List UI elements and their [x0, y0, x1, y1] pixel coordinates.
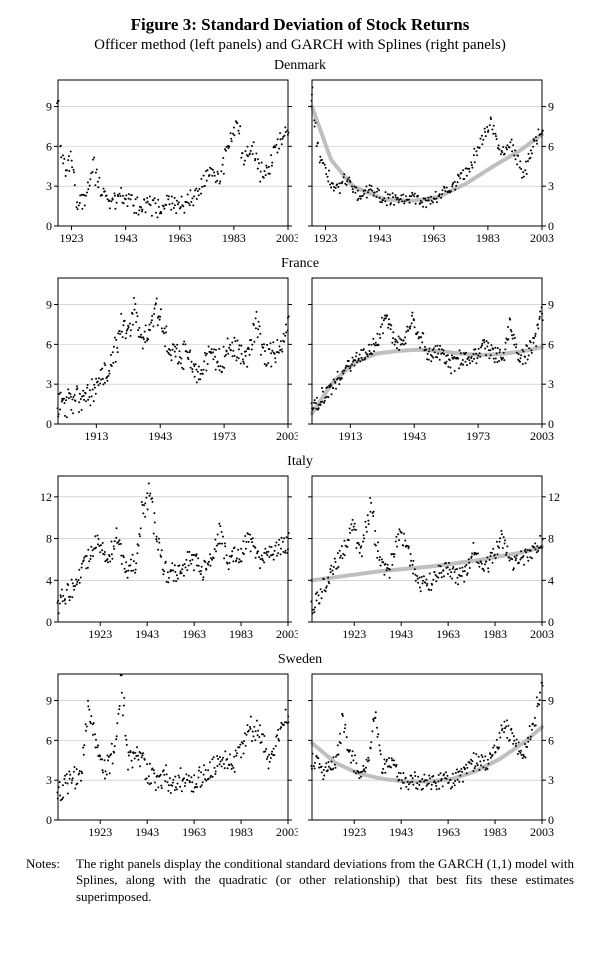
svg-text:1923: 1923 — [342, 825, 366, 839]
svg-text:2003: 2003 — [276, 231, 298, 245]
panel-row: 0481219231943196319832003048121923194319… — [20, 470, 580, 650]
svg-text:1943: 1943 — [389, 627, 413, 641]
svg-text:0: 0 — [46, 813, 52, 827]
svg-text:1943: 1943 — [389, 825, 413, 839]
svg-text:1923: 1923 — [314, 231, 338, 245]
svg-text:0: 0 — [46, 615, 52, 629]
svg-text:1983: 1983 — [483, 627, 507, 641]
svg-text:6: 6 — [46, 139, 52, 153]
svg-text:0: 0 — [46, 219, 52, 233]
panel-left: 0 3 6 9 1923 1943 1963 1983 2003 — [30, 668, 298, 848]
svg-text:2003: 2003 — [276, 825, 298, 839]
svg-text:2003: 2003 — [530, 627, 554, 641]
svg-text:1963: 1963 — [182, 825, 206, 839]
svg-text:8: 8 — [46, 532, 52, 546]
svg-text:1983: 1983 — [476, 231, 500, 245]
svg-text:1963: 1963 — [422, 231, 446, 245]
svg-text:1983: 1983 — [222, 231, 246, 245]
svg-text:6: 6 — [46, 337, 52, 351]
panel-left: 0 4 8 12 1923 1943 1963 1983 2003 — [30, 470, 298, 650]
svg-text:6: 6 — [46, 733, 52, 747]
svg-text:1943: 1943 — [402, 429, 426, 443]
svg-text:9: 9 — [548, 694, 554, 708]
svg-text:1913: 1913 — [338, 429, 362, 443]
svg-text:0: 0 — [46, 417, 52, 431]
notes: Notes: The right panels display the cond… — [26, 856, 574, 905]
svg-text:3: 3 — [46, 377, 52, 391]
svg-text:1963: 1963 — [436, 825, 460, 839]
svg-text:2003: 2003 — [276, 429, 298, 443]
panel-left: 0 3 6 9 1923 1943 1963 1983 2003 — [30, 74, 298, 254]
svg-text:1943: 1943 — [135, 825, 159, 839]
svg-text:1943: 1943 — [148, 429, 172, 443]
country-label: France — [20, 256, 580, 272]
panels-container: Denmark 0 3 6 9 1923 1943 1963 1983 2003 0 3 6 9 1923 1… — [20, 58, 580, 848]
notes-body: The right panels display the conditional… — [76, 856, 574, 905]
panel-right: 036919231943196319832003 — [302, 668, 570, 848]
country-label: Italy — [20, 454, 580, 470]
panel-row: 0369192319431963198320030369192319431963… — [20, 74, 580, 254]
svg-text:1923: 1923 — [88, 627, 112, 641]
svg-text:9: 9 — [548, 100, 554, 114]
svg-text:6: 6 — [548, 337, 554, 351]
panel-right: 0481219231943196319832003 — [302, 470, 570, 650]
figure-subtitle: Officer method (left panels) and GARCH w… — [20, 37, 580, 54]
panel-right: 03691913194319732003 — [302, 272, 570, 452]
svg-text:1963: 1963 — [436, 627, 460, 641]
svg-text:2003: 2003 — [276, 627, 298, 641]
svg-text:1973: 1973 — [212, 429, 236, 443]
svg-text:3: 3 — [46, 773, 52, 787]
svg-text:8: 8 — [548, 532, 554, 546]
panel-right: 036919231943196319832003 — [302, 74, 570, 254]
svg-text:1943: 1943 — [368, 231, 392, 245]
svg-text:3: 3 — [548, 773, 554, 787]
svg-text:3: 3 — [548, 179, 554, 193]
svg-text:12: 12 — [40, 490, 52, 504]
svg-text:4: 4 — [548, 573, 554, 587]
notes-label: Notes: — [26, 856, 76, 905]
svg-text:1943: 1943 — [114, 231, 138, 245]
svg-text:1923: 1923 — [342, 627, 366, 641]
svg-text:1963: 1963 — [182, 627, 206, 641]
figure-title: Figure 3: Standard Deviation of Stock Re… — [20, 15, 580, 35]
country-label: Sweden — [20, 652, 580, 668]
svg-text:1983: 1983 — [483, 825, 507, 839]
svg-text:1973: 1973 — [466, 429, 490, 443]
svg-text:9: 9 — [46, 100, 52, 114]
svg-text:3: 3 — [548, 377, 554, 391]
svg-text:9: 9 — [548, 298, 554, 312]
svg-text:2003: 2003 — [530, 231, 554, 245]
svg-text:2003: 2003 — [530, 429, 554, 443]
svg-text:1963: 1963 — [168, 231, 192, 245]
panel-row: 0369192319431963198320030369192319431963… — [20, 668, 580, 848]
svg-text:1983: 1983 — [229, 825, 253, 839]
svg-text:2003: 2003 — [530, 825, 554, 839]
svg-text:1983: 1983 — [229, 627, 253, 641]
svg-text:1923: 1923 — [88, 825, 112, 839]
svg-text:9: 9 — [46, 298, 52, 312]
svg-text:4: 4 — [46, 573, 52, 587]
svg-text:1913: 1913 — [84, 429, 108, 443]
svg-text:1923: 1923 — [60, 231, 84, 245]
svg-text:1943: 1943 — [135, 627, 159, 641]
svg-text:6: 6 — [548, 139, 554, 153]
country-label: Denmark — [20, 58, 580, 74]
svg-text:9: 9 — [46, 694, 52, 708]
panel-row: 0369191319431973200303691913194319732003 — [20, 272, 580, 452]
svg-text:3: 3 — [46, 179, 52, 193]
svg-text:6: 6 — [548, 733, 554, 747]
panel-left: 0 3 6 9 1913 1943 1973 2003 — [30, 272, 298, 452]
svg-text:12: 12 — [548, 490, 560, 504]
figure-page: Figure 3: Standard Deviation of Stock Re… — [0, 0, 600, 915]
